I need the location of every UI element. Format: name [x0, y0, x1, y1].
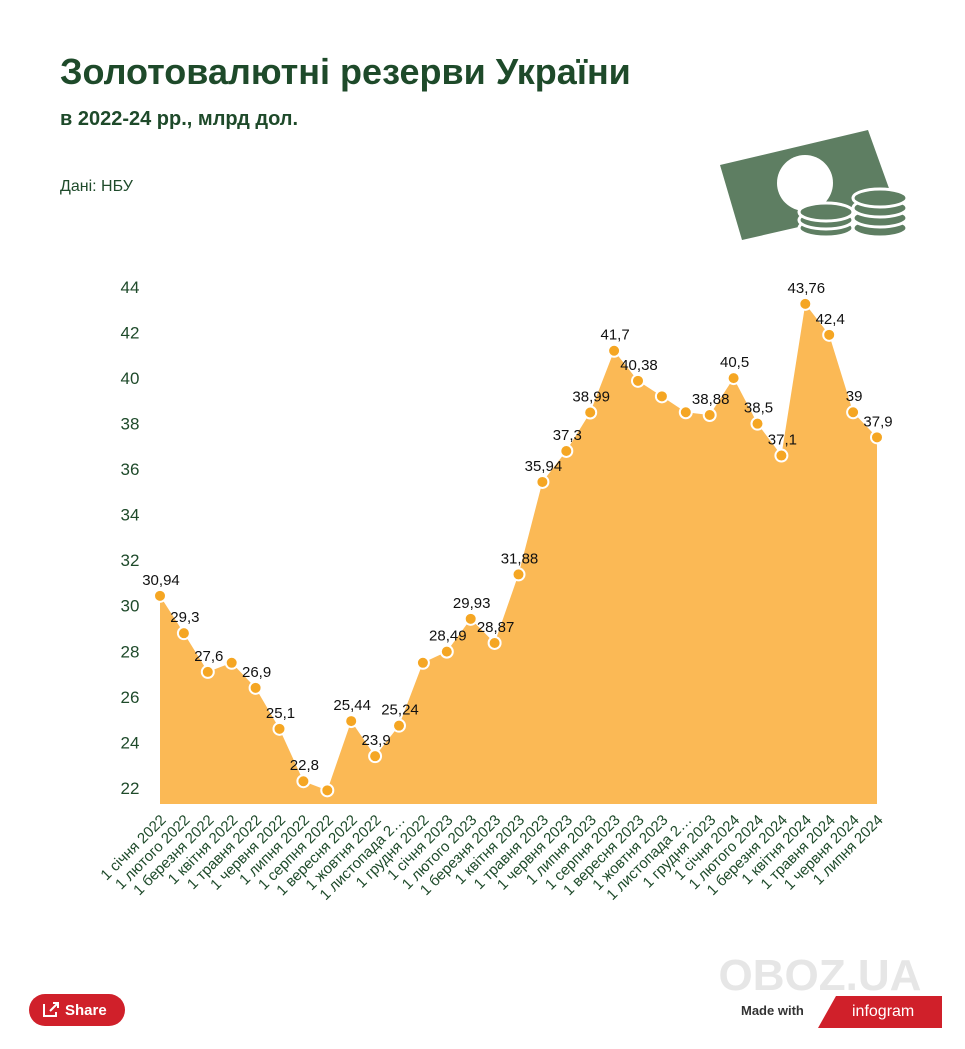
y-tick-label: 26 [121, 688, 140, 707]
point [678, 405, 693, 420]
point [439, 644, 454, 659]
value-label: 42,4 [816, 311, 845, 328]
value-label: 41,7 [600, 327, 629, 344]
point [774, 448, 789, 463]
value-label: 39 [846, 388, 863, 405]
point [607, 343, 622, 358]
made-with: Made with [741, 1003, 804, 1018]
point [583, 405, 598, 420]
watermark: OBOZ.UA [719, 951, 922, 1000]
value-label: 38,88 [692, 391, 730, 408]
infogram-label[interactable]: infogram [852, 1003, 914, 1020]
point [487, 635, 502, 650]
y-tick-label: 34 [121, 506, 140, 525]
y-tick-label: 24 [121, 733, 140, 752]
y-tick-label: 30 [121, 597, 140, 616]
y-tick-label: 36 [121, 460, 140, 479]
point [296, 774, 311, 789]
value-label: 38,99 [572, 388, 610, 405]
value-label: 37,1 [768, 432, 797, 449]
point [200, 664, 215, 679]
value-label: 27,6 [194, 648, 223, 665]
point [344, 714, 359, 729]
value-label: 25,24 [381, 702, 419, 719]
money-icon [720, 130, 909, 240]
share-label[interactable]: Share [65, 1002, 107, 1019]
value-label: 25,44 [333, 697, 371, 714]
point [559, 443, 574, 458]
point [224, 655, 239, 670]
point [320, 783, 335, 798]
value-label: 29,93 [453, 595, 491, 612]
point [798, 296, 813, 311]
chart-title: Золотовалютні резерви України [60, 51, 631, 92]
point [511, 567, 526, 582]
value-label: 30,94 [142, 572, 180, 589]
y-tick-label: 42 [121, 323, 140, 342]
y-tick-label: 44 [121, 278, 140, 297]
value-label: 38,5 [744, 400, 773, 417]
value-label: 23,9 [361, 732, 390, 749]
point [535, 474, 550, 489]
point [702, 407, 717, 422]
y-tick-label: 38 [121, 415, 140, 434]
point [822, 327, 837, 342]
infogram-badge[interactable]: infogram [818, 996, 942, 1028]
value-label: 31,88 [501, 550, 539, 567]
point [415, 655, 430, 670]
y-tick-label: 28 [121, 642, 140, 661]
point [726, 371, 741, 386]
point [248, 680, 263, 695]
value-label: 22,8 [290, 757, 319, 774]
value-label: 28,49 [429, 628, 467, 645]
value-label: 37,9 [863, 413, 892, 430]
y-tick-label: 32 [121, 551, 140, 570]
point [368, 749, 383, 764]
value-label: 43,76 [788, 280, 826, 297]
share-button[interactable]: Share [29, 994, 125, 1026]
area [160, 303, 877, 804]
value-label: 26,9 [242, 664, 271, 681]
plot: 22 24 26 28 30 32 34 36 38 40 42 44 30,94 29,3 27,6 26,… [97, 278, 892, 904]
value-label: 40,38 [620, 357, 658, 374]
value-label: 35,94 [525, 458, 563, 475]
point [631, 373, 645, 388]
point [272, 721, 287, 736]
value-label: 29,3 [170, 609, 199, 626]
source: Дані: НБУ [60, 178, 134, 195]
point [846, 405, 861, 420]
point [870, 430, 884, 445]
value-label: 28,87 [477, 619, 515, 636]
point [750, 416, 765, 431]
point [392, 718, 406, 733]
point [463, 611, 478, 626]
y-tick-label: 40 [121, 369, 140, 388]
value-label: 40,5 [720, 354, 749, 371]
y-tick-label: 22 [121, 779, 140, 798]
point [176, 626, 191, 641]
value-label: 25,1 [266, 705, 295, 722]
value-label: 37,3 [553, 427, 582, 444]
point [153, 588, 167, 603]
point [654, 389, 669, 404]
chart-subtitle: в 2022-24 рр., млрд дол. [60, 108, 298, 130]
